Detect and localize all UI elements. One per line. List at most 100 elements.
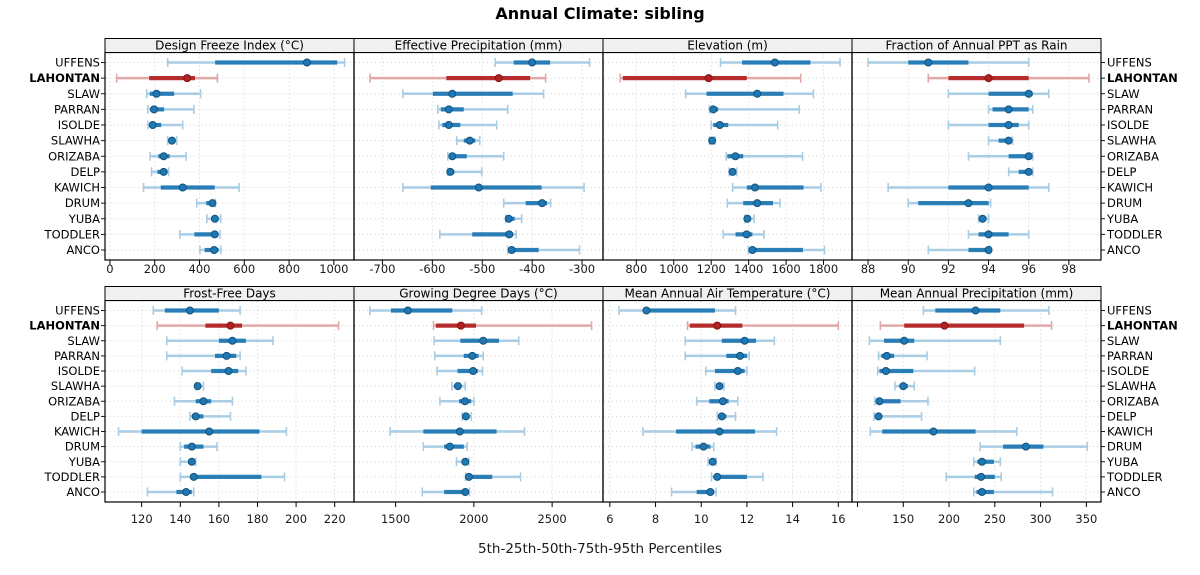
median-dot (446, 167, 455, 176)
axis-tick-label: 250 (984, 512, 1006, 526)
axis-tick-label: 0 (106, 262, 113, 276)
station-label-left-lahontan: LAHONTAN (29, 71, 100, 85)
series-kawich (402, 183, 585, 192)
axis-tick-label: 1000 (319, 262, 348, 276)
series-toddler (179, 229, 221, 239)
station-label-left-lahontan: LAHONTAN (29, 319, 100, 333)
series-slawha (451, 381, 467, 391)
axis-tick-label: 400 (189, 262, 211, 276)
series-parran (708, 104, 801, 114)
median-dot (507, 246, 516, 254)
axis-tick-label: 200 (285, 512, 307, 526)
median-dot (448, 89, 457, 98)
axis-tick-label: 1200 (697, 262, 726, 276)
median-dot (740, 336, 749, 345)
median-dot (642, 306, 651, 315)
station-label-left-orizaba: ORIZABA (48, 149, 100, 163)
plot-title: Annual Climate: sibling (495, 4, 705, 23)
series-isolde (947, 120, 1030, 130)
station-label-left-parran: PARRAN (54, 349, 100, 363)
station-label-left-slaw: SLAW (67, 334, 100, 348)
panel-effective-precipitation-mm: Effective Precipitation (mm) -700 -600 -500… (353, 38, 604, 276)
axis-tick-label: 350 (1075, 512, 1097, 526)
median-dot (224, 367, 233, 375)
axis-tick-label: -700 (369, 262, 395, 276)
median-dot (718, 397, 727, 406)
series-anco (670, 487, 717, 497)
panel-mean-annual-precipitation-mm: Mean Annual Precipitation (mm) 150 200 250 3… (851, 286, 1105, 526)
station-label-right-toddler: TODDLER (1106, 227, 1162, 241)
station-label-right-lahontan: LAHONTAN (1107, 71, 1178, 85)
station-label-left-delp: DELP (71, 409, 101, 423)
median-dot (984, 246, 993, 254)
series-lahontan (115, 73, 219, 83)
median-dot (1024, 167, 1033, 176)
series-delp (1007, 167, 1034, 177)
median-dot (228, 336, 237, 345)
median-dot (731, 152, 740, 161)
series-kawich (869, 427, 1018, 436)
median-dot (159, 152, 168, 161)
series-yuba (977, 214, 990, 224)
median-dot (699, 442, 708, 451)
series-drum (726, 198, 781, 208)
panel-design-freeze-index-c: Design Freeze Index (°C) 0 200 400 600 800 100… (101, 38, 355, 276)
median-dot (152, 89, 161, 98)
median-dot (924, 58, 933, 67)
station-label-right-parran: PARRAN (1107, 102, 1153, 116)
median-dot (445, 442, 454, 451)
median-dot (222, 351, 231, 360)
median-dot (479, 336, 488, 345)
median-dot (208, 199, 217, 208)
median-dot (977, 472, 986, 481)
series-uffens (166, 58, 346, 67)
median-dot (465, 136, 474, 145)
series-anco (747, 245, 826, 255)
median-dot (148, 121, 157, 129)
station-label-left-yuba: YUBA (68, 212, 100, 226)
median-dot (474, 183, 483, 192)
series-isolde (181, 366, 247, 376)
station-label-left-uffens: UFFENS (55, 304, 100, 318)
median-dot (210, 230, 219, 239)
station-label-right-kawich: KAWICH (1107, 425, 1153, 439)
median-dot (461, 488, 470, 496)
series-yuba (455, 457, 470, 467)
series-lahontan (686, 321, 840, 331)
series-drum (691, 442, 715, 452)
series-anco (972, 487, 1054, 497)
median-dot (715, 121, 724, 129)
series-delp (716, 411, 737, 421)
series-slawha (987, 136, 1014, 146)
station-label-left-anco: ANCO (66, 243, 100, 257)
series-drum (179, 442, 218, 452)
axis-tick-label: -600 (419, 262, 445, 276)
axis-tick-label: 8 (652, 512, 659, 526)
median-dot (940, 321, 949, 330)
series-parran (684, 351, 751, 361)
series-kawich (117, 427, 288, 436)
station-label-left-drum: DRUM (65, 440, 100, 454)
series-slawha (166, 136, 178, 146)
station-label-left-isolde: ISOLDE (58, 364, 100, 378)
median-dot (210, 214, 219, 223)
plot-caption: 5th-25th-50th-75th-95th Percentiles (478, 541, 722, 557)
station-label-right-drum: DRUM (1107, 196, 1142, 210)
station-label-left-kawich: KAWICH (54, 181, 100, 195)
axis-tick-label: 120 (131, 512, 153, 526)
axis-tick-label: 180 (247, 512, 269, 526)
series-kawich (731, 183, 822, 192)
median-dot (704, 74, 713, 83)
median-dot (882, 351, 891, 360)
axis-tick-label: 96 (1021, 262, 1036, 276)
median-dot (178, 183, 187, 192)
series-lahontan (156, 321, 340, 331)
strip-title: Design Freeze Index (°C) (155, 39, 304, 53)
median-dot (899, 382, 908, 391)
station-label-right-slawha: SLAWHA (1107, 379, 1156, 393)
series-slawha (193, 381, 205, 391)
axis-tick-label: 150 (892, 512, 914, 526)
axis-tick-label: 88 (861, 262, 876, 276)
median-dot (187, 457, 196, 466)
